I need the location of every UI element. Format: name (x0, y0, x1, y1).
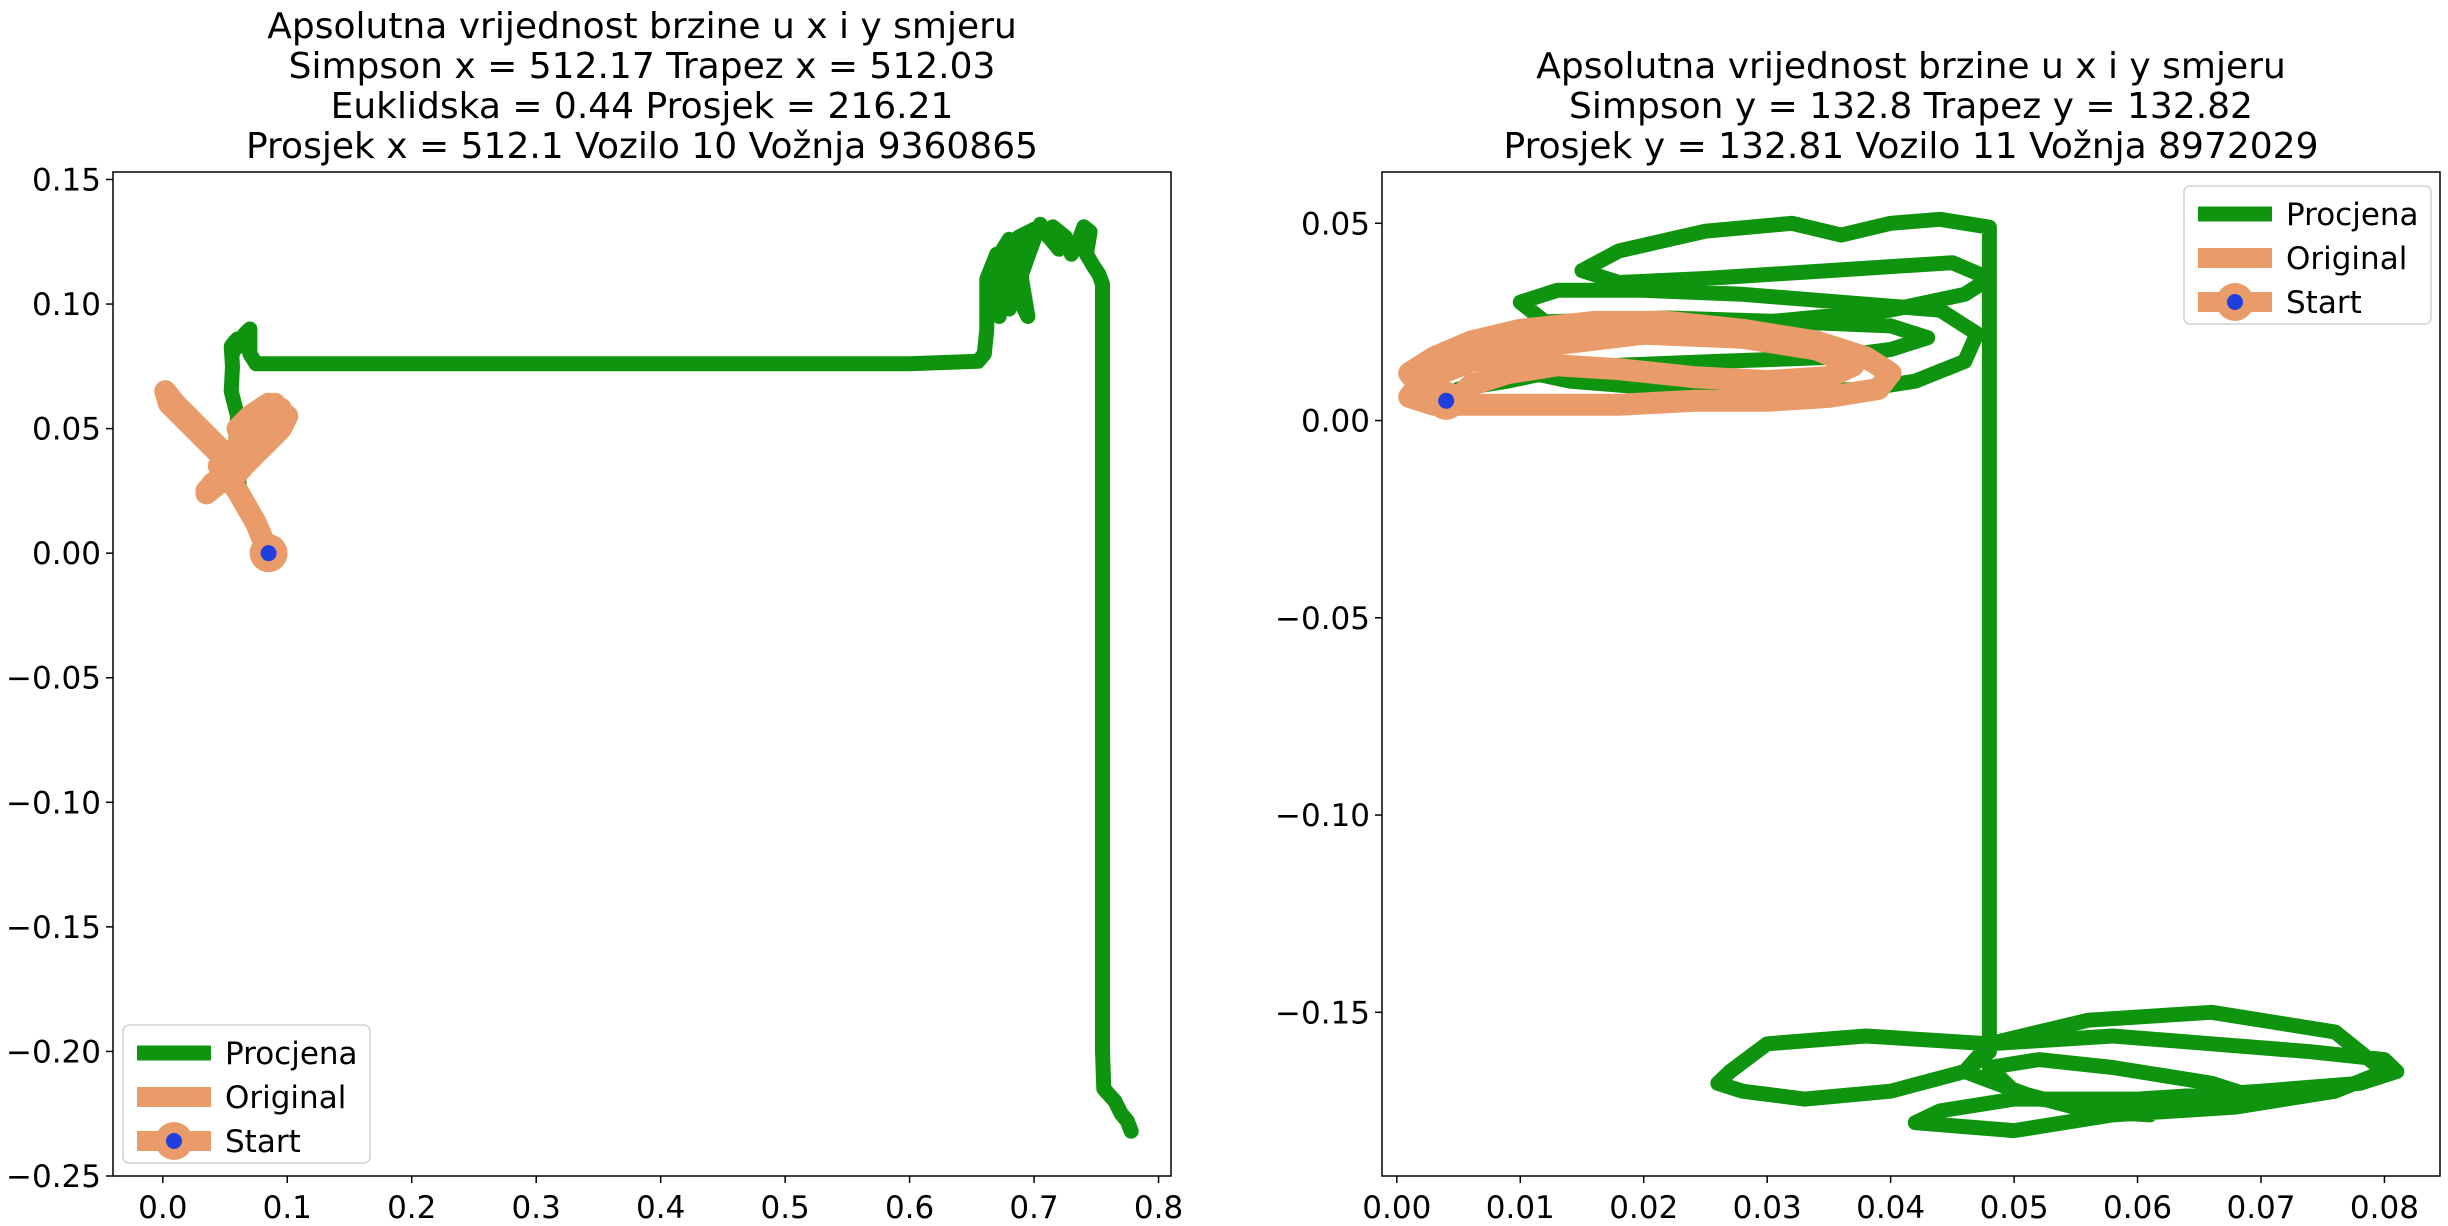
chart-title-line: Apsolutna vrijednost brzine u x i y smje… (267, 6, 1017, 47)
axes-frame (1381, 171, 2441, 1177)
x-tick-label: 0.5 (760, 1190, 809, 1226)
x-tick-label: 0.3 (512, 1190, 561, 1226)
axes-frame (112, 171, 1172, 1177)
x-tick-label: 0.01 (1486, 1190, 1555, 1226)
y-tick-label: 0.05 (32, 412, 101, 448)
x-tick-label: 0.7 (1009, 1190, 1058, 1226)
x-tick-label: 0.00 (1362, 1190, 1431, 1226)
legend-label: Original (225, 1080, 346, 1116)
y-tick-label: −0.10 (6, 785, 101, 821)
legend-start-marker (2227, 294, 2243, 310)
series-line-procjena (223, 216, 1139, 1139)
x-tick-label: 0.4 (636, 1190, 685, 1226)
legend-label: Start (225, 1124, 301, 1160)
chart-title-line: Prosjek x = 512.1 Vozilo 10 Vožnja 93608… (246, 126, 1038, 167)
x-tick-label: 0.6 (885, 1190, 934, 1226)
plot-area (1398, 211, 2405, 1139)
y-tick-label: 0.00 (32, 536, 101, 572)
x-tick-label: 0.07 (2226, 1190, 2295, 1226)
x-tick-label: 0.1 (263, 1190, 312, 1226)
chart-2: Apsolutna vrijednost brzine u x i y smje… (1275, 46, 2441, 1226)
y-tick-label: 0.05 (1301, 206, 1370, 242)
y-tick-label: −0.15 (6, 910, 101, 946)
legend: Procjena Original Start (2183, 185, 2432, 325)
x-tick-label: 0.0 (138, 1190, 187, 1226)
y-tick-label: 0.15 (32, 162, 101, 198)
legend-label: Procjena (225, 1036, 358, 1072)
legend-label: Original (2286, 241, 2407, 277)
x-tick-label: 0.06 (2103, 1190, 2172, 1226)
y-tick-label: 0.10 (32, 287, 101, 323)
legend-start-marker (166, 1133, 182, 1149)
start-marker (260, 545, 277, 562)
chart-title-line: Apsolutna vrijednost brzine u x i y smje… (1536, 46, 2286, 87)
chart-title-line: Prosjek y = 132.81 Vozilo 11 Vožnja 8972… (1504, 126, 2319, 167)
y-tick-label: −0.05 (1275, 601, 1370, 637)
legend-label: Procjena (2286, 197, 2419, 233)
x-tick-label: 0.04 (1856, 1190, 1925, 1226)
y-tick-label: −0.25 (6, 1159, 101, 1195)
series-line-procjena (1438, 211, 2405, 1139)
y-tick-label: 0.00 (1301, 404, 1370, 440)
series-line-original (1398, 310, 1902, 416)
y-tick-label: −0.15 (1275, 995, 1370, 1031)
chart-1: Apsolutna vrijednost brzine u x i y smje… (6, 6, 1183, 1226)
x-tick-label: 0.02 (1609, 1190, 1678, 1226)
x-tick-label: 0.03 (1733, 1190, 1802, 1226)
series-line-original (154, 380, 299, 565)
chart-title-line: Simpson y = 132.8 Trapez y = 132.82 (1569, 86, 2253, 127)
y-tick-label: −0.05 (6, 661, 101, 697)
chart-title-line: Simpson x = 512.17 Trapez x = 512.03 (289, 46, 996, 87)
legend-label: Start (2286, 285, 2362, 321)
x-tick-label: 0.8 (1134, 1190, 1183, 1226)
start-marker (1438, 392, 1455, 409)
x-tick-label: 0.05 (1980, 1190, 2049, 1226)
chart-title-line: Euklidska = 0.44 Prosjek = 216.21 (331, 86, 954, 127)
legend: Procjena Original Start (122, 1024, 371, 1164)
x-tick-label: 0.2 (387, 1190, 436, 1226)
x-tick-label: 0.08 (2350, 1190, 2419, 1226)
y-tick-label: −0.10 (1275, 798, 1370, 834)
plot-area (154, 216, 1139, 1139)
y-tick-label: −0.20 (6, 1034, 101, 1070)
